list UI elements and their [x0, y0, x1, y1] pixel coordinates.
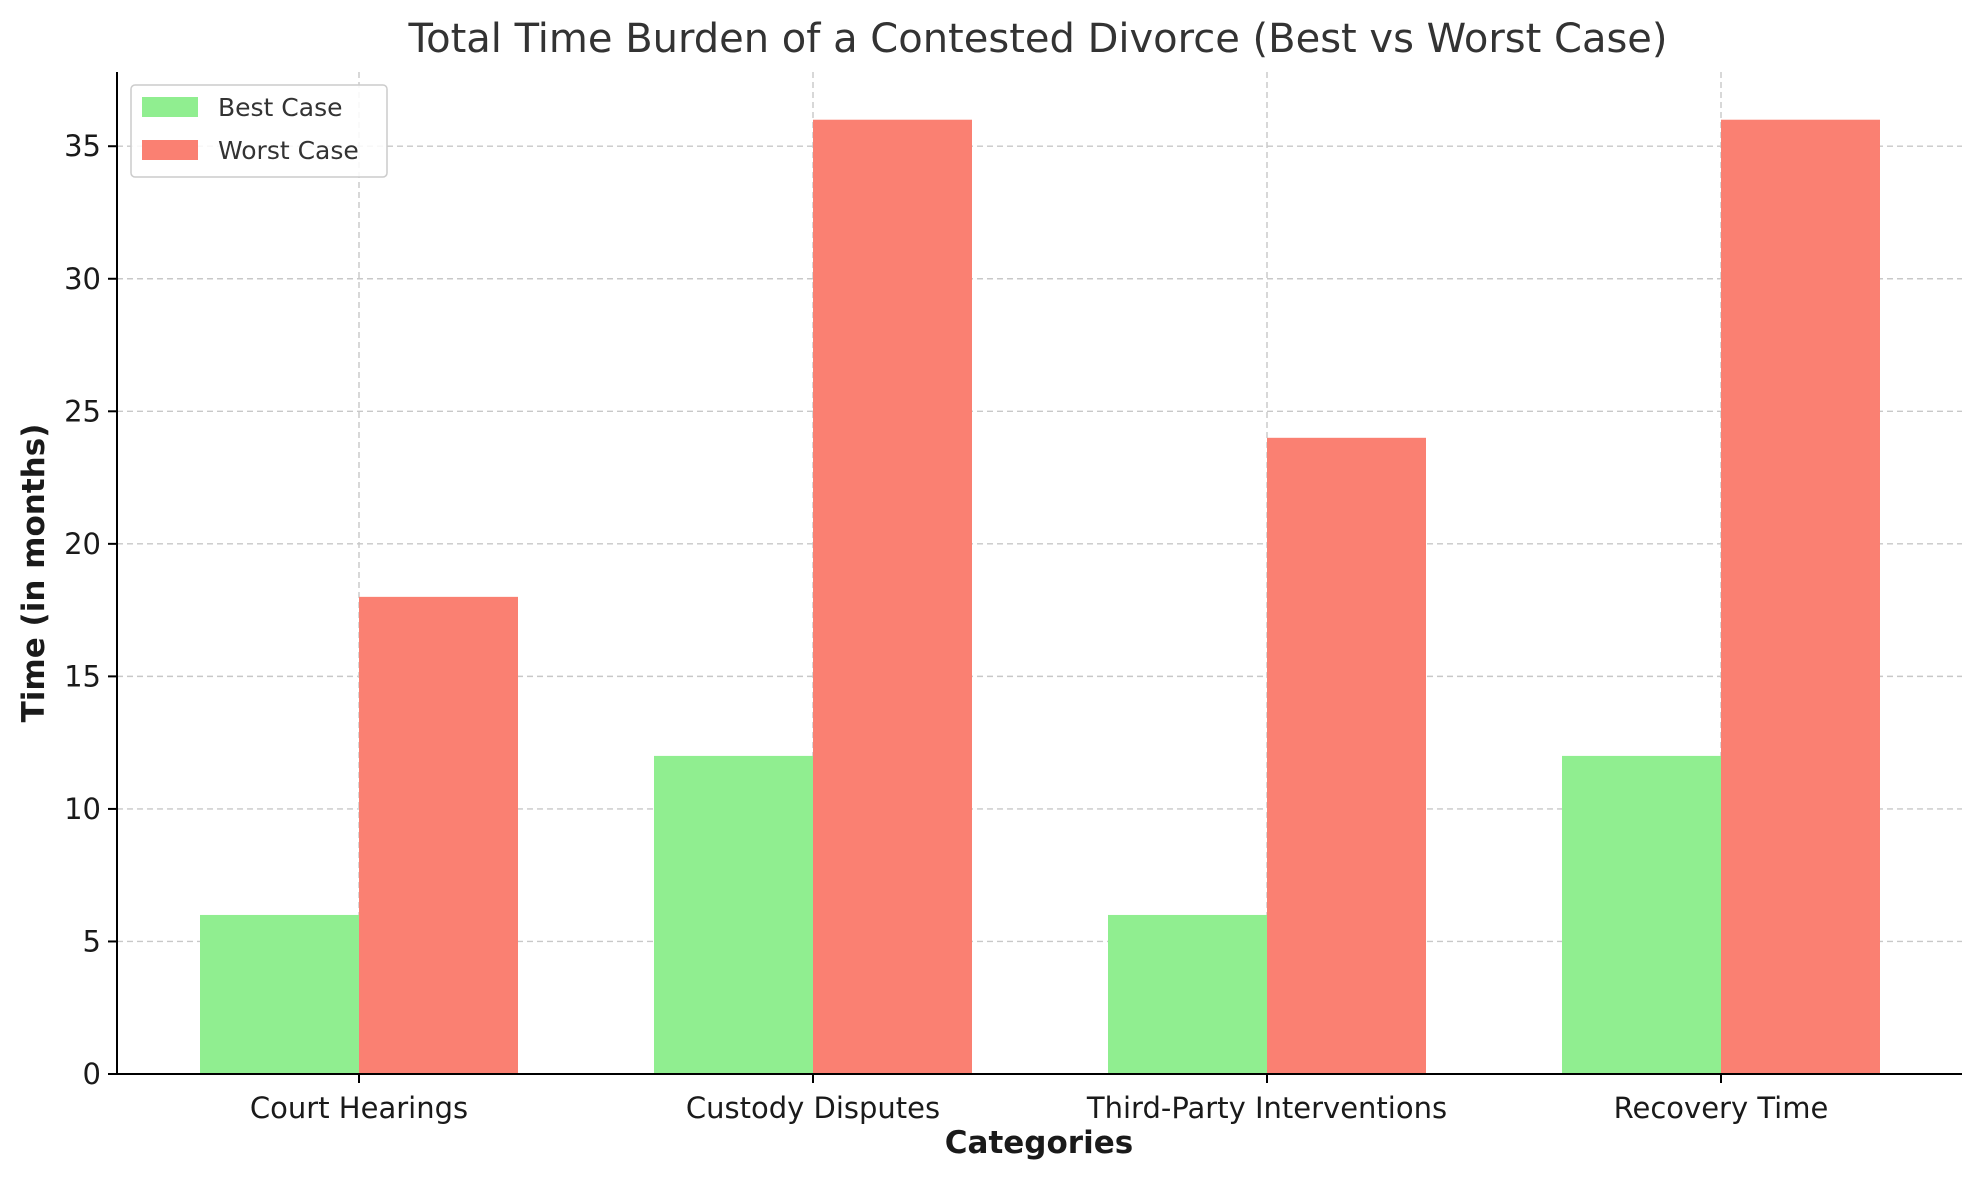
bars: [200, 119, 1880, 1074]
bar-best-case-third-party-interventions: [1108, 914, 1267, 1074]
legend-label-worst-case: Worst Case: [218, 136, 359, 165]
y-axis-label: Time (in months): [16, 424, 52, 723]
y-tick-label: 0: [83, 1057, 101, 1091]
y-tick-label: 5: [83, 924, 101, 958]
legend-swatch-best-case: [142, 97, 198, 117]
x-tick-label-recovery-time: Recovery Time: [1614, 1091, 1829, 1125]
y-tick-label: 10: [64, 792, 101, 826]
y-tick-label: 25: [64, 394, 101, 428]
x-tick-label-court-hearings: Court Hearings: [250, 1091, 468, 1125]
legend-label-best-case: Best Case: [218, 93, 343, 122]
legend-swatch-worst-case: [142, 140, 198, 160]
x-tick-label-third-party-interventions: Third-Party Interventions: [1086, 1091, 1447, 1125]
x-tick-label-custody-disputes: Custody Disputes: [686, 1091, 940, 1125]
x-ticks: Court Hearings Custody Disputes Third-Part…: [250, 1074, 1828, 1125]
y-tick-label: 20: [64, 527, 101, 561]
bar-best-case-court-hearings: [200, 914, 359, 1074]
bar-worst-case-recovery-time: [1721, 119, 1880, 1074]
y-ticks: 0 5 10 15 20 25 30 35: [64, 129, 117, 1091]
x-grid: [358, 72, 1722, 1074]
bar-best-case-recovery-time: [1562, 755, 1721, 1074]
legend: Best Case Worst Case: [130, 84, 388, 178]
bar-worst-case-court-hearings: [359, 596, 518, 1074]
y-grid: [117, 145, 1962, 943]
bar-worst-case-third-party-interventions: [1267, 437, 1426, 1074]
y-tick-label: 30: [64, 262, 101, 296]
bar-best-case-custody-disputes: [654, 755, 813, 1074]
x-axis-label: Categories: [945, 1125, 1133, 1161]
y-tick-label: 15: [64, 659, 101, 693]
y-tick-label: 35: [64, 129, 101, 163]
bar-worst-case-custody-disputes: [813, 119, 972, 1074]
chart-title: Total Time Burden of a Contested Divorce…: [407, 16, 1667, 62]
